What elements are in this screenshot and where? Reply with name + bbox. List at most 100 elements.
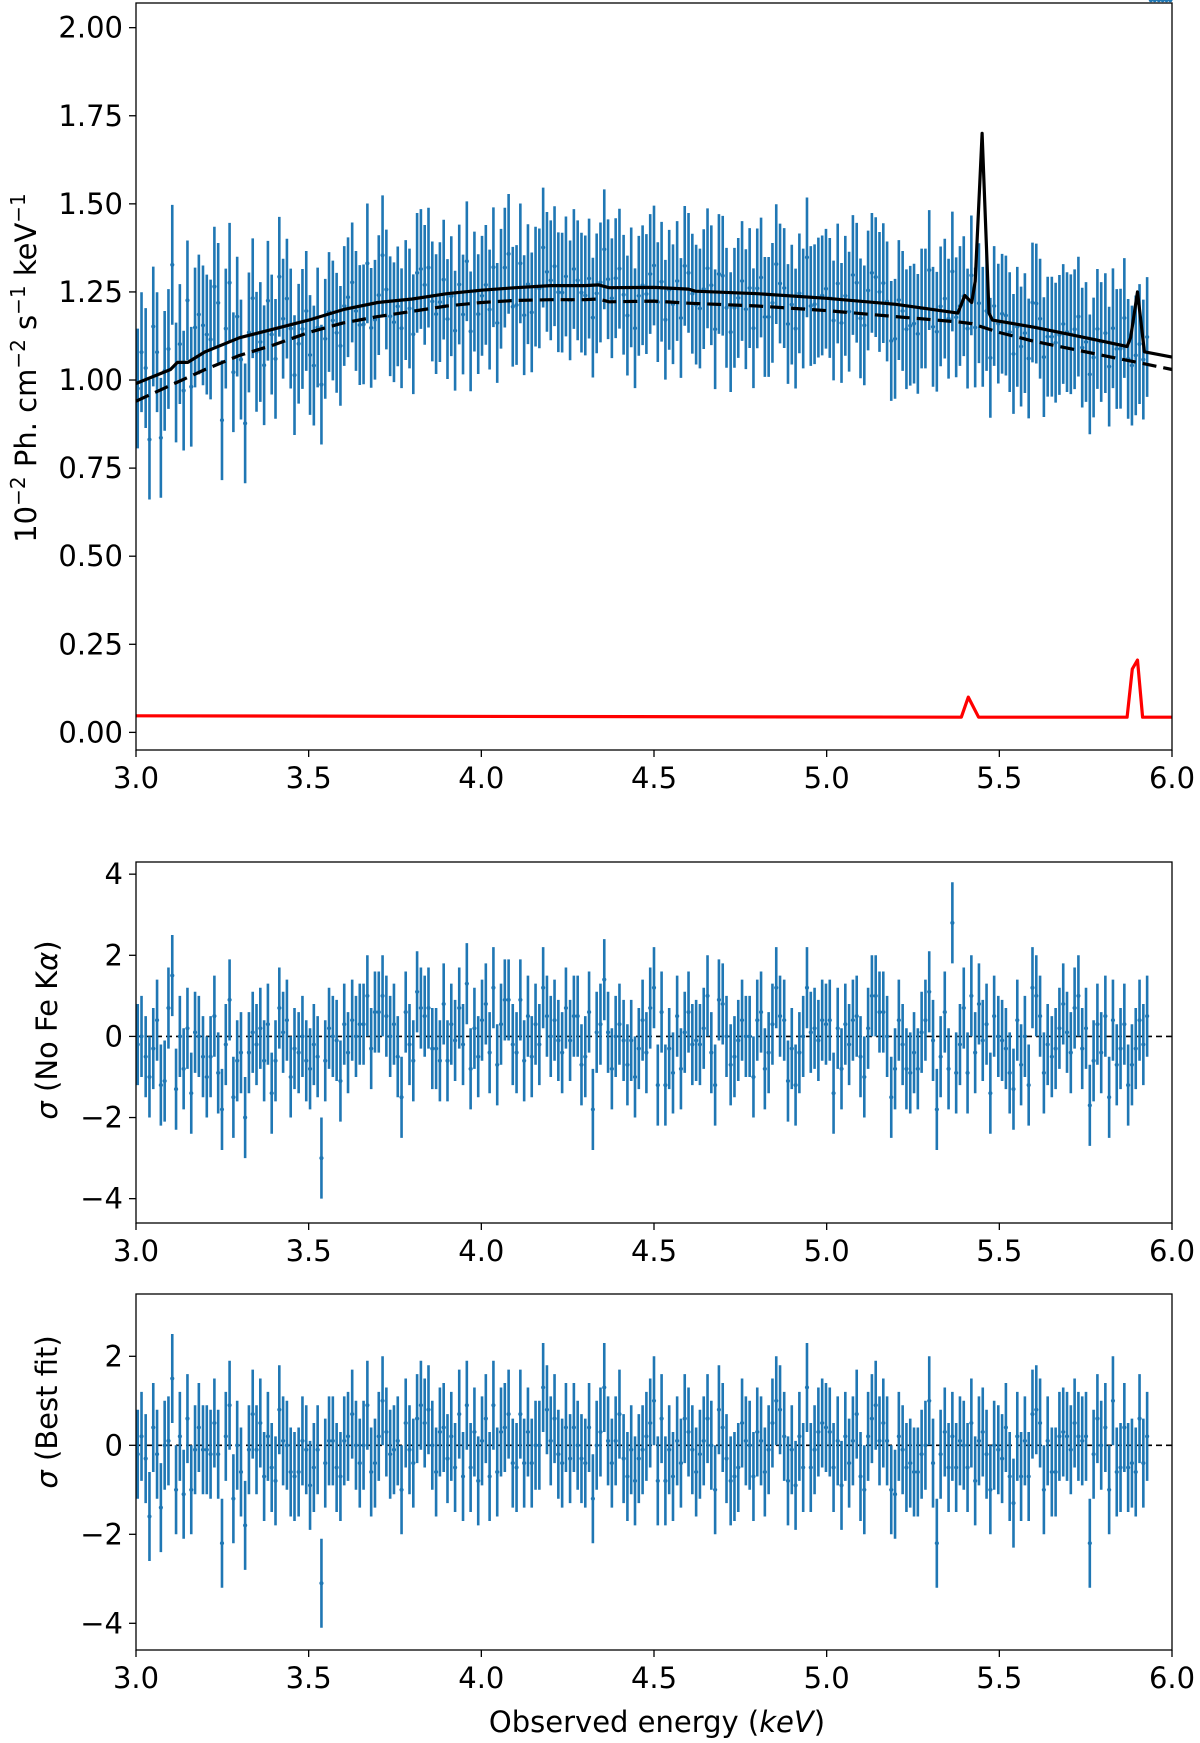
data-marker xyxy=(262,1474,267,1479)
residuals-no-fe-data-point xyxy=(934,1068,939,1150)
data-marker xyxy=(1129,1461,1135,1466)
data-marker xyxy=(839,320,844,326)
data-marker xyxy=(395,1054,400,1059)
data-marker xyxy=(965,1465,970,1470)
data-marker xyxy=(1103,1425,1108,1430)
residuals-best-fit-data-point xyxy=(1110,1356,1116,1446)
data-marker xyxy=(969,1420,974,1426)
data-marker xyxy=(602,247,607,252)
data-marker xyxy=(743,1034,748,1039)
spectrum-data-point xyxy=(682,205,687,326)
residuals-best-fit-data-point xyxy=(934,1498,939,1588)
residuals-best-fit-data-point xyxy=(877,1396,882,1486)
data-marker xyxy=(468,329,473,334)
spectrum-data-point xyxy=(437,242,442,363)
residuals-no-fe-data-point xyxy=(334,999,339,1082)
data-marker xyxy=(1026,1082,1031,1088)
spectrum-data-point xyxy=(644,234,649,354)
residuals-no-fe-data-point xyxy=(173,1048,179,1130)
residuals-no-fe-data-point xyxy=(605,991,611,1073)
spectrum-data-point xyxy=(663,259,668,380)
data-marker xyxy=(915,331,920,336)
data-marker xyxy=(216,300,221,305)
spectrum-data-point xyxy=(571,209,576,329)
spectrum-data-point xyxy=(716,214,722,334)
data-marker xyxy=(411,332,416,337)
residuals-no-fe-data-point xyxy=(946,1028,951,1110)
residuals-best-fit-data-point xyxy=(659,1374,664,1464)
residuals-no-fe-data-point xyxy=(992,975,997,1057)
data-marker xyxy=(938,1054,943,1059)
spectrum-data-point xyxy=(1083,282,1089,402)
data-marker xyxy=(992,303,997,309)
data-marker xyxy=(468,1066,473,1071)
residuals-no-fe-data-point xyxy=(1091,1020,1096,1102)
residuals-best-fit-data-point xyxy=(231,1454,236,1544)
spectrum-data-point xyxy=(281,258,286,379)
data-marker xyxy=(1145,1014,1150,1019)
data-marker xyxy=(498,1022,504,1027)
residuals-best-fit-data-point xyxy=(1049,1427,1054,1517)
data-marker xyxy=(648,271,653,277)
data-marker xyxy=(342,1022,347,1027)
data-marker xyxy=(1007,330,1012,335)
data-marker xyxy=(342,1438,347,1443)
residuals-best-fit-data-point xyxy=(212,1378,217,1468)
data-marker xyxy=(594,291,599,296)
residuals-best-fit-data-point xyxy=(529,1418,534,1508)
residuals-no-fe-data-point xyxy=(353,995,359,1077)
data-marker xyxy=(980,1429,985,1435)
data-marker xyxy=(415,1416,420,1421)
data-marker xyxy=(357,1022,362,1027)
residuals-no-fe-data-point xyxy=(1103,975,1108,1057)
data-marker xyxy=(281,1030,286,1035)
data-marker xyxy=(762,1469,767,1475)
data-marker xyxy=(365,261,370,266)
data-marker xyxy=(269,1091,274,1096)
data-marker xyxy=(380,1398,385,1403)
data-marker xyxy=(976,301,982,306)
residuals-best-fit-data-point xyxy=(636,1414,641,1504)
data-marker xyxy=(350,1412,355,1417)
data-marker xyxy=(369,1469,374,1475)
residuals-no-fe-data-point xyxy=(690,1003,695,1086)
data-marker xyxy=(296,1050,301,1055)
x-tick-label: 3.5 xyxy=(286,1234,332,1268)
residuals-best-fit-data-point xyxy=(847,1418,852,1508)
data-marker xyxy=(923,1443,928,1448)
data-marker xyxy=(483,1001,488,1007)
residuals-no-fe-data-point xyxy=(583,1016,588,1098)
spectrum-data-point xyxy=(158,377,163,498)
residuals-no-fe-data-point xyxy=(843,983,848,1065)
residuals-no-fe-data-point xyxy=(162,1040,167,1122)
spectrum-data-point xyxy=(219,360,225,481)
data-marker xyxy=(999,1456,1005,1461)
data-marker xyxy=(774,1398,779,1403)
residuals-best-fit-data-point xyxy=(609,1418,614,1508)
spectrum-data-point xyxy=(831,260,836,381)
data-marker xyxy=(724,1456,729,1461)
data-marker xyxy=(1080,345,1085,350)
data-marker xyxy=(900,1042,905,1047)
residuals-no-fe-data-point xyxy=(208,1016,213,1098)
residuals-best-fit-data-point xyxy=(162,1400,167,1490)
residuals-no-fe-data-point xyxy=(430,1008,435,1090)
data-marker xyxy=(938,304,943,309)
residuals-no-fe-data-point xyxy=(758,971,764,1053)
data-marker xyxy=(544,269,550,274)
residuals-best-fit-data-point xyxy=(468,1423,473,1513)
data-marker xyxy=(831,1091,836,1096)
residuals-no-fe-data-point xyxy=(541,947,546,1029)
data-marker xyxy=(804,255,810,260)
data-marker xyxy=(697,306,703,311)
data-marker xyxy=(1099,1443,1104,1448)
spectrum-data-point xyxy=(602,189,607,310)
spectrum-data-point xyxy=(334,272,339,393)
residuals-no-fe-data-point xyxy=(422,975,427,1057)
residuals-best-fit-data-point xyxy=(292,1431,297,1521)
spectrum-data-point xyxy=(391,262,397,383)
data-marker xyxy=(625,1474,630,1479)
residuals-no-fe-data-point xyxy=(697,1003,703,1086)
residuals-best-fit-data-point xyxy=(1145,1391,1150,1481)
x-tick-label: 6.0 xyxy=(1149,761,1195,795)
